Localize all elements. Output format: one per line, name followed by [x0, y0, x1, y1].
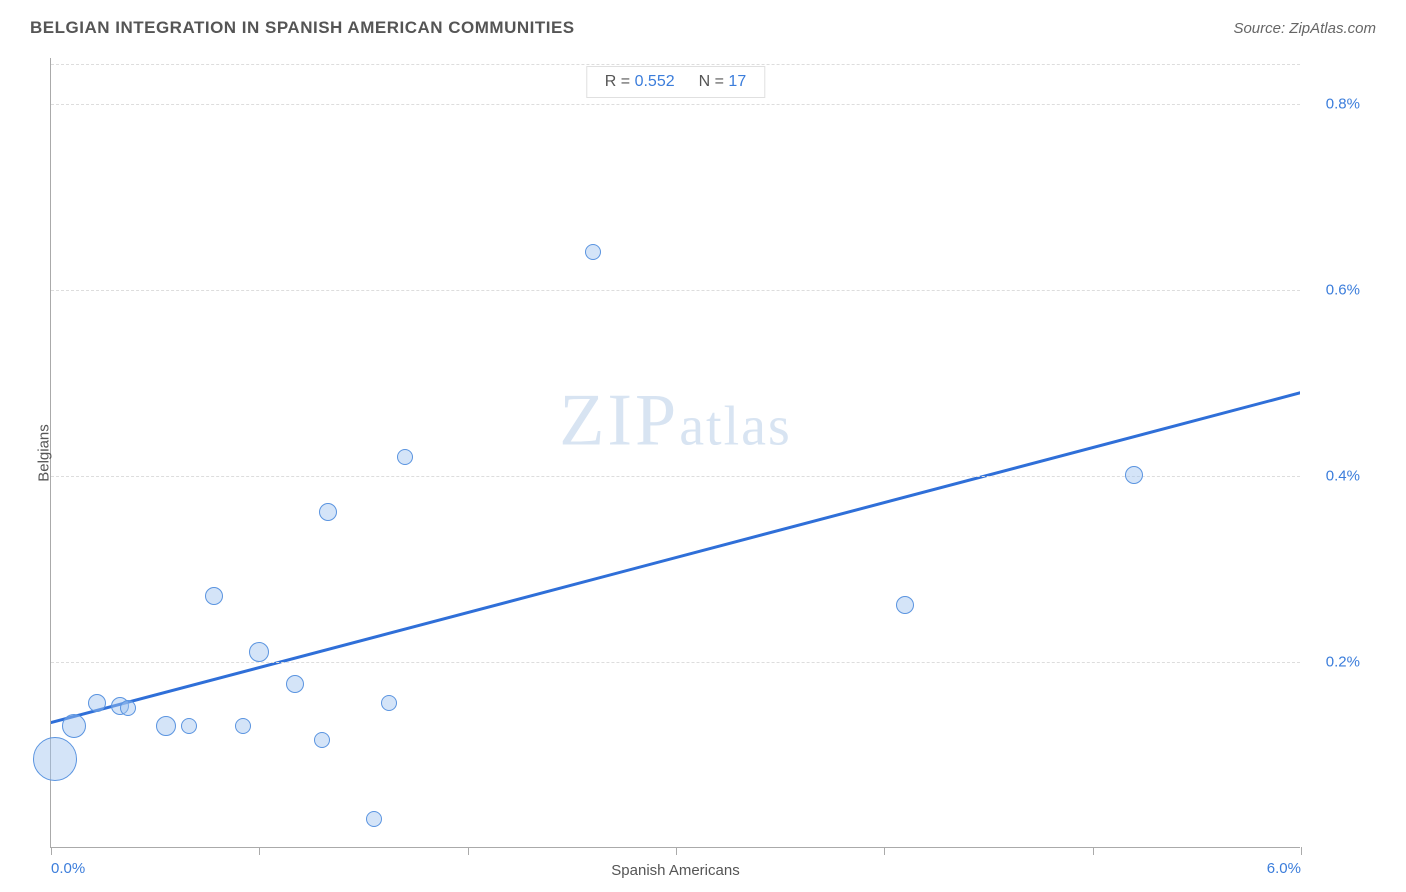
data-point [156, 716, 176, 736]
xtick [1093, 847, 1094, 855]
xtick [1301, 847, 1302, 855]
r-stat: R = 0.552 [605, 73, 675, 91]
gridline [51, 662, 1300, 663]
stats-box: R = 0.552 N = 17 [586, 66, 765, 98]
data-point [235, 718, 251, 734]
y-axis-label: Belgians [35, 424, 52, 482]
xtick [51, 847, 52, 855]
data-point [381, 695, 397, 711]
scatter-chart: ZIPatlas R = 0.552 N = 17 Belgians Spani… [50, 58, 1300, 848]
data-point [33, 737, 77, 781]
ytick-label: 0.8% [1326, 96, 1360, 113]
data-point [314, 732, 330, 748]
xtick [259, 847, 260, 855]
watermark: ZIPatlas [559, 378, 792, 463]
ytick-label: 0.2% [1326, 654, 1360, 671]
watermark-atlas: atlas [679, 395, 792, 457]
xtick [468, 847, 469, 855]
xtick [676, 847, 677, 855]
gridline [51, 290, 1300, 291]
data-point [319, 503, 337, 521]
gridline [51, 476, 1300, 477]
data-point [181, 718, 197, 734]
data-point [286, 675, 304, 693]
data-point [896, 596, 914, 614]
ytick-label: 0.6% [1326, 282, 1360, 299]
data-point [397, 449, 413, 465]
header: BELGIAN INTEGRATION IN SPANISH AMERICAN … [30, 18, 1376, 38]
data-point [585, 244, 601, 260]
x-axis-label: Spanish Americans [611, 862, 739, 879]
data-point [249, 642, 269, 662]
watermark-zip: ZIP [559, 379, 679, 461]
xtick [884, 847, 885, 855]
page-title: BELGIAN INTEGRATION IN SPANISH AMERICAN … [30, 18, 575, 38]
gridline [51, 64, 1300, 65]
data-point [1125, 466, 1143, 484]
data-point [120, 700, 136, 716]
gridline [51, 104, 1300, 105]
data-point [62, 714, 86, 738]
xtick-label: 6.0% [1267, 860, 1301, 877]
data-point [366, 811, 382, 827]
ytick-label: 0.4% [1326, 468, 1360, 485]
n-stat: N = 17 [699, 73, 747, 91]
source-label: Source: ZipAtlas.com [1233, 20, 1376, 37]
data-point [88, 694, 106, 712]
xtick-label: 0.0% [51, 860, 85, 877]
data-point [205, 587, 223, 605]
